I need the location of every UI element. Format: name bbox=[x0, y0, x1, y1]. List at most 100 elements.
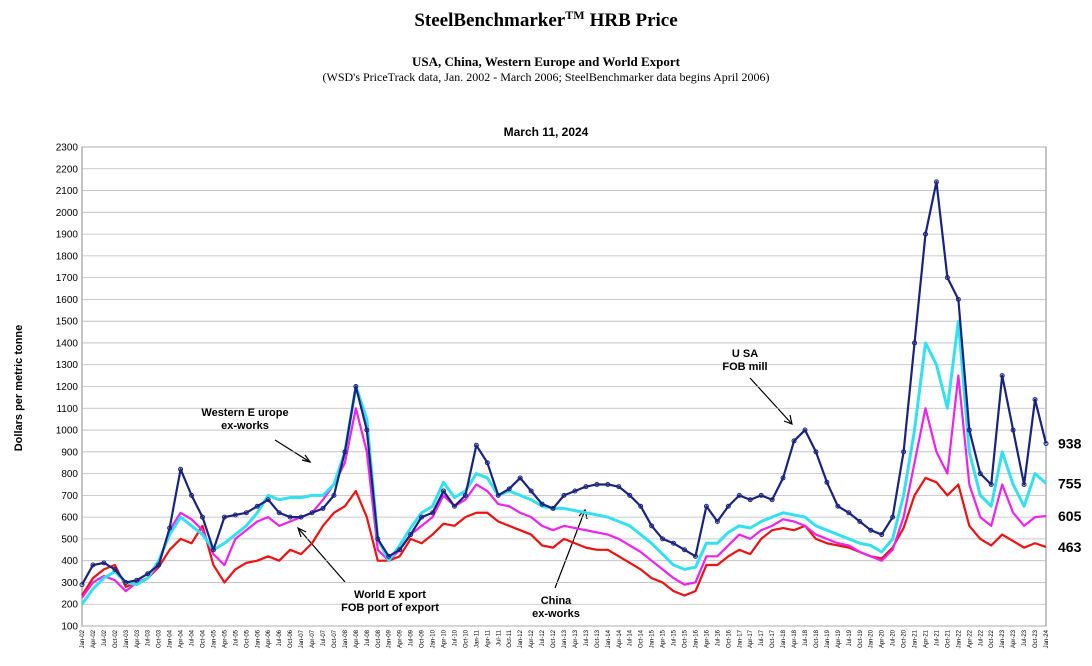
x-tick-label: Jan-17 bbox=[737, 629, 743, 648]
point bbox=[441, 488, 446, 494]
annotation-line: FOB port of export bbox=[341, 602, 439, 614]
point bbox=[977, 471, 983, 477]
x-tick-label: Oct-11 bbox=[507, 629, 513, 647]
x-tick-label: Jul-23 bbox=[1022, 629, 1028, 646]
x-tick-label: Oct-08 bbox=[376, 629, 382, 648]
x-tick-label: Apr-15 bbox=[661, 629, 667, 648]
point bbox=[1021, 481, 1027, 487]
point bbox=[145, 571, 151, 577]
point bbox=[353, 384, 359, 389]
point bbox=[802, 427, 808, 433]
point bbox=[408, 532, 414, 538]
annotation-line: World E xport bbox=[354, 589, 426, 601]
x-tick-label: Apr-08 bbox=[354, 629, 360, 648]
point bbox=[923, 231, 928, 237]
point bbox=[857, 518, 863, 524]
x-tick-label: Oct-17 bbox=[770, 629, 776, 648]
point bbox=[703, 503, 709, 509]
y-tick-label: 2100 bbox=[56, 186, 79, 197]
x-tick-label: Jul-14 bbox=[628, 629, 634, 646]
x-tick-label: Jan-22 bbox=[956, 629, 962, 648]
x-tick-label: Jan-09 bbox=[387, 629, 393, 648]
x-tick-label: Jul-15 bbox=[672, 629, 678, 646]
point bbox=[320, 505, 326, 511]
point bbox=[112, 566, 118, 572]
arrows bbox=[274, 377, 793, 589]
point bbox=[868, 527, 874, 533]
y-tick-label: 1600 bbox=[56, 295, 79, 306]
point bbox=[254, 503, 260, 509]
x-tick-label: Oct-20 bbox=[902, 629, 908, 648]
x-tick-label: Jan-15 bbox=[650, 629, 656, 648]
point bbox=[462, 492, 468, 498]
point bbox=[769, 497, 775, 503]
point bbox=[890, 514, 896, 520]
x-tick-label: Jan-14 bbox=[606, 629, 612, 648]
point bbox=[550, 505, 556, 511]
point bbox=[189, 492, 195, 498]
y-tick-label: 1900 bbox=[56, 230, 79, 241]
x-tick-label: Apr-19 bbox=[836, 629, 842, 648]
x-tick-label: Jan-04 bbox=[168, 629, 174, 648]
x-tick-label: Apr-20 bbox=[880, 629, 886, 648]
x-tick-label: Jan-05 bbox=[211, 629, 217, 648]
point bbox=[430, 510, 436, 516]
point bbox=[824, 479, 830, 485]
x-tick-label: Oct-12 bbox=[551, 629, 557, 648]
x-tick-label: Jul-08 bbox=[365, 629, 371, 646]
point bbox=[473, 442, 479, 448]
y-axis-label: Dollars per metric tonne bbox=[13, 325, 25, 452]
point bbox=[682, 547, 687, 553]
y-tick-label: 900 bbox=[61, 447, 78, 458]
annotation-line: China bbox=[541, 595, 572, 607]
x-tick-label: Jul-17 bbox=[759, 629, 765, 646]
x-tick-label: Apr-10 bbox=[442, 629, 448, 648]
x-tick-label: Oct-16 bbox=[726, 629, 732, 648]
x-tick-label: Jul-10 bbox=[452, 629, 458, 646]
point bbox=[243, 510, 249, 516]
series-line bbox=[81, 180, 1048, 586]
point bbox=[1032, 397, 1038, 403]
point bbox=[265, 497, 271, 503]
point bbox=[955, 296, 961, 302]
x-tick-label: Jul-16 bbox=[715, 629, 721, 646]
point bbox=[495, 492, 501, 498]
point bbox=[725, 503, 731, 509]
x-tick-label: Apr-22 bbox=[967, 629, 973, 648]
series-annotation: China ex-works bbox=[532, 595, 580, 620]
y-tick-label: 100 bbox=[61, 622, 78, 633]
x-tick-label: Oct-14 bbox=[639, 629, 645, 648]
series-annotation: Western E urope ex-works bbox=[201, 407, 288, 432]
point bbox=[583, 484, 589, 490]
x-tick-label: Apr-14 bbox=[617, 629, 623, 648]
x-tick-label: Oct-15 bbox=[683, 629, 689, 648]
point bbox=[572, 488, 578, 494]
x-tick-label: Jan-06 bbox=[255, 629, 261, 648]
point bbox=[484, 460, 490, 466]
point bbox=[933, 179, 939, 185]
point bbox=[649, 523, 655, 529]
x-tick-label: Jan-20 bbox=[869, 629, 875, 648]
x-tick-label: Jul-03 bbox=[146, 629, 152, 646]
x-tick-label: Jul-22 bbox=[978, 629, 984, 646]
x-tick-label: Jan-11 bbox=[474, 629, 480, 648]
x-tick-label: Apr-04 bbox=[179, 629, 185, 648]
x-tick-label: Jul-04 bbox=[190, 629, 196, 646]
x-tick-label: Jan-07 bbox=[299, 629, 305, 648]
point bbox=[912, 340, 918, 346]
x-tick-label: Oct-03 bbox=[157, 629, 163, 648]
x-tick-label: Apr-21 bbox=[924, 629, 930, 648]
x-tick-label: Jul-09 bbox=[409, 629, 415, 646]
x-tick-label: Apr-06 bbox=[266, 629, 272, 648]
point bbox=[660, 536, 666, 542]
x-tick-label: Jan-02 bbox=[80, 629, 86, 648]
point bbox=[156, 562, 162, 568]
point bbox=[287, 514, 293, 520]
x-tick-label: Jan-19 bbox=[825, 629, 831, 648]
y-tick-label: 1500 bbox=[56, 317, 79, 328]
annotation-line: ex-works bbox=[221, 420, 269, 432]
y-tick-label: 1000 bbox=[56, 426, 79, 437]
point bbox=[178, 466, 184, 472]
subtitle: USA, China, Western Europe and World Exp… bbox=[412, 54, 681, 69]
